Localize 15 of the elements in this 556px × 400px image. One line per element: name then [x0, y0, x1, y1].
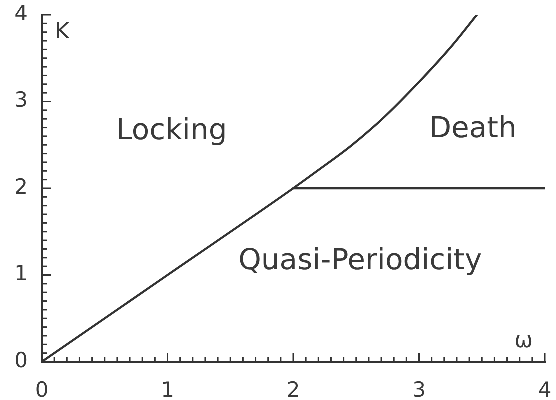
x-tick-label: 1 [161, 378, 174, 400]
x-tick-label: 2 [286, 378, 300, 400]
y-tick-label: 2 [14, 174, 28, 199]
x-tick-label: 4 [538, 378, 552, 400]
y-tick-label: 4 [14, 1, 28, 26]
y-tick-label: 0 [14, 348, 28, 372]
x-tick-label: 3 [412, 378, 426, 400]
annotation: Death [429, 110, 517, 144]
x-axis-title: ω [514, 328, 533, 354]
annotation: Locking [116, 112, 228, 146]
x-tick-label: 0 [35, 378, 49, 400]
y-axis-title: K [55, 20, 70, 45]
y-tick-label: 1 [14, 262, 28, 286]
annotation: Quasi-Periodicity [238, 242, 482, 277]
y-tick-label: 3 [14, 88, 28, 112]
